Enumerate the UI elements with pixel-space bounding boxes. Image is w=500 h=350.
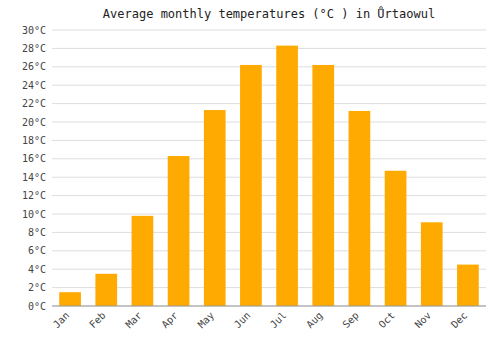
y-tick-label: 24°C <box>22 80 46 91</box>
x-tick-label: Feb <box>87 310 108 331</box>
x-tick-label: Jun <box>232 310 253 331</box>
chart-container: Average monthly temperatures (°C ) in Ůr… <box>0 0 500 350</box>
bars <box>59 46 479 306</box>
y-tick-label: 0°C <box>28 301 46 312</box>
x-tick-label: Oct <box>376 310 397 331</box>
bar <box>204 110 226 306</box>
x-tick-label: Sep <box>340 310 361 331</box>
bar <box>59 292 81 306</box>
grid-line <box>52 48 486 49</box>
y-tick-label: 22°C <box>22 98 46 109</box>
grid-line <box>52 85 486 86</box>
grid-line <box>52 122 486 123</box>
y-tick-label: 16°C <box>22 153 46 164</box>
grid-line <box>52 103 486 104</box>
grid-line <box>52 214 486 215</box>
y-tick-label: 10°C <box>22 209 46 220</box>
grid-line <box>52 306 486 307</box>
grid-line <box>52 30 486 31</box>
x-tick-label: Apr <box>159 310 180 331</box>
bar <box>276 46 298 306</box>
x-tick-label: Dec <box>449 310 470 331</box>
x-tick-label: Jan <box>51 310 72 331</box>
x-tick-label: Nov <box>413 310 434 331</box>
bar <box>240 65 262 306</box>
x-tick-label: Mar <box>123 310 144 331</box>
x-tick-label: Jul <box>268 310 289 331</box>
y-tick-label: 14°C <box>22 172 46 183</box>
y-tick-label: 20°C <box>22 117 46 128</box>
bar <box>421 222 443 306</box>
x-axis-line <box>52 306 486 307</box>
grid-line <box>52 158 486 159</box>
bar <box>349 111 371 306</box>
y-tick-label: 26°C <box>22 61 46 72</box>
y-tick-label: 12°C <box>22 190 46 201</box>
bar <box>312 65 334 306</box>
x-tick-label: May <box>196 310 217 331</box>
y-tick-label: 6°C <box>28 245 46 256</box>
bar <box>457 265 479 306</box>
bar <box>168 156 190 306</box>
grid-line <box>52 66 486 67</box>
y-tick-label: 30°C <box>22 25 46 36</box>
y-tick-label: 18°C <box>22 135 46 146</box>
y-tick-label: 2°C <box>28 282 46 293</box>
y-tick-label: 28°C <box>22 43 46 54</box>
grid-line <box>52 195 486 196</box>
title: Average monthly temperatures (°C ) in Ůr… <box>103 6 435 21</box>
grid-line <box>52 140 486 141</box>
bar <box>132 216 154 306</box>
y-tick-label: 8°C <box>28 227 46 238</box>
x-tick-label: Aug <box>304 310 325 331</box>
bar <box>95 274 117 306</box>
chart-svg: Average monthly temperatures (°C ) in Ůr… <box>0 0 500 350</box>
grid-line <box>52 177 486 178</box>
grid <box>52 30 486 306</box>
y-tick-label: 4°C <box>28 264 46 275</box>
bar <box>385 171 407 306</box>
